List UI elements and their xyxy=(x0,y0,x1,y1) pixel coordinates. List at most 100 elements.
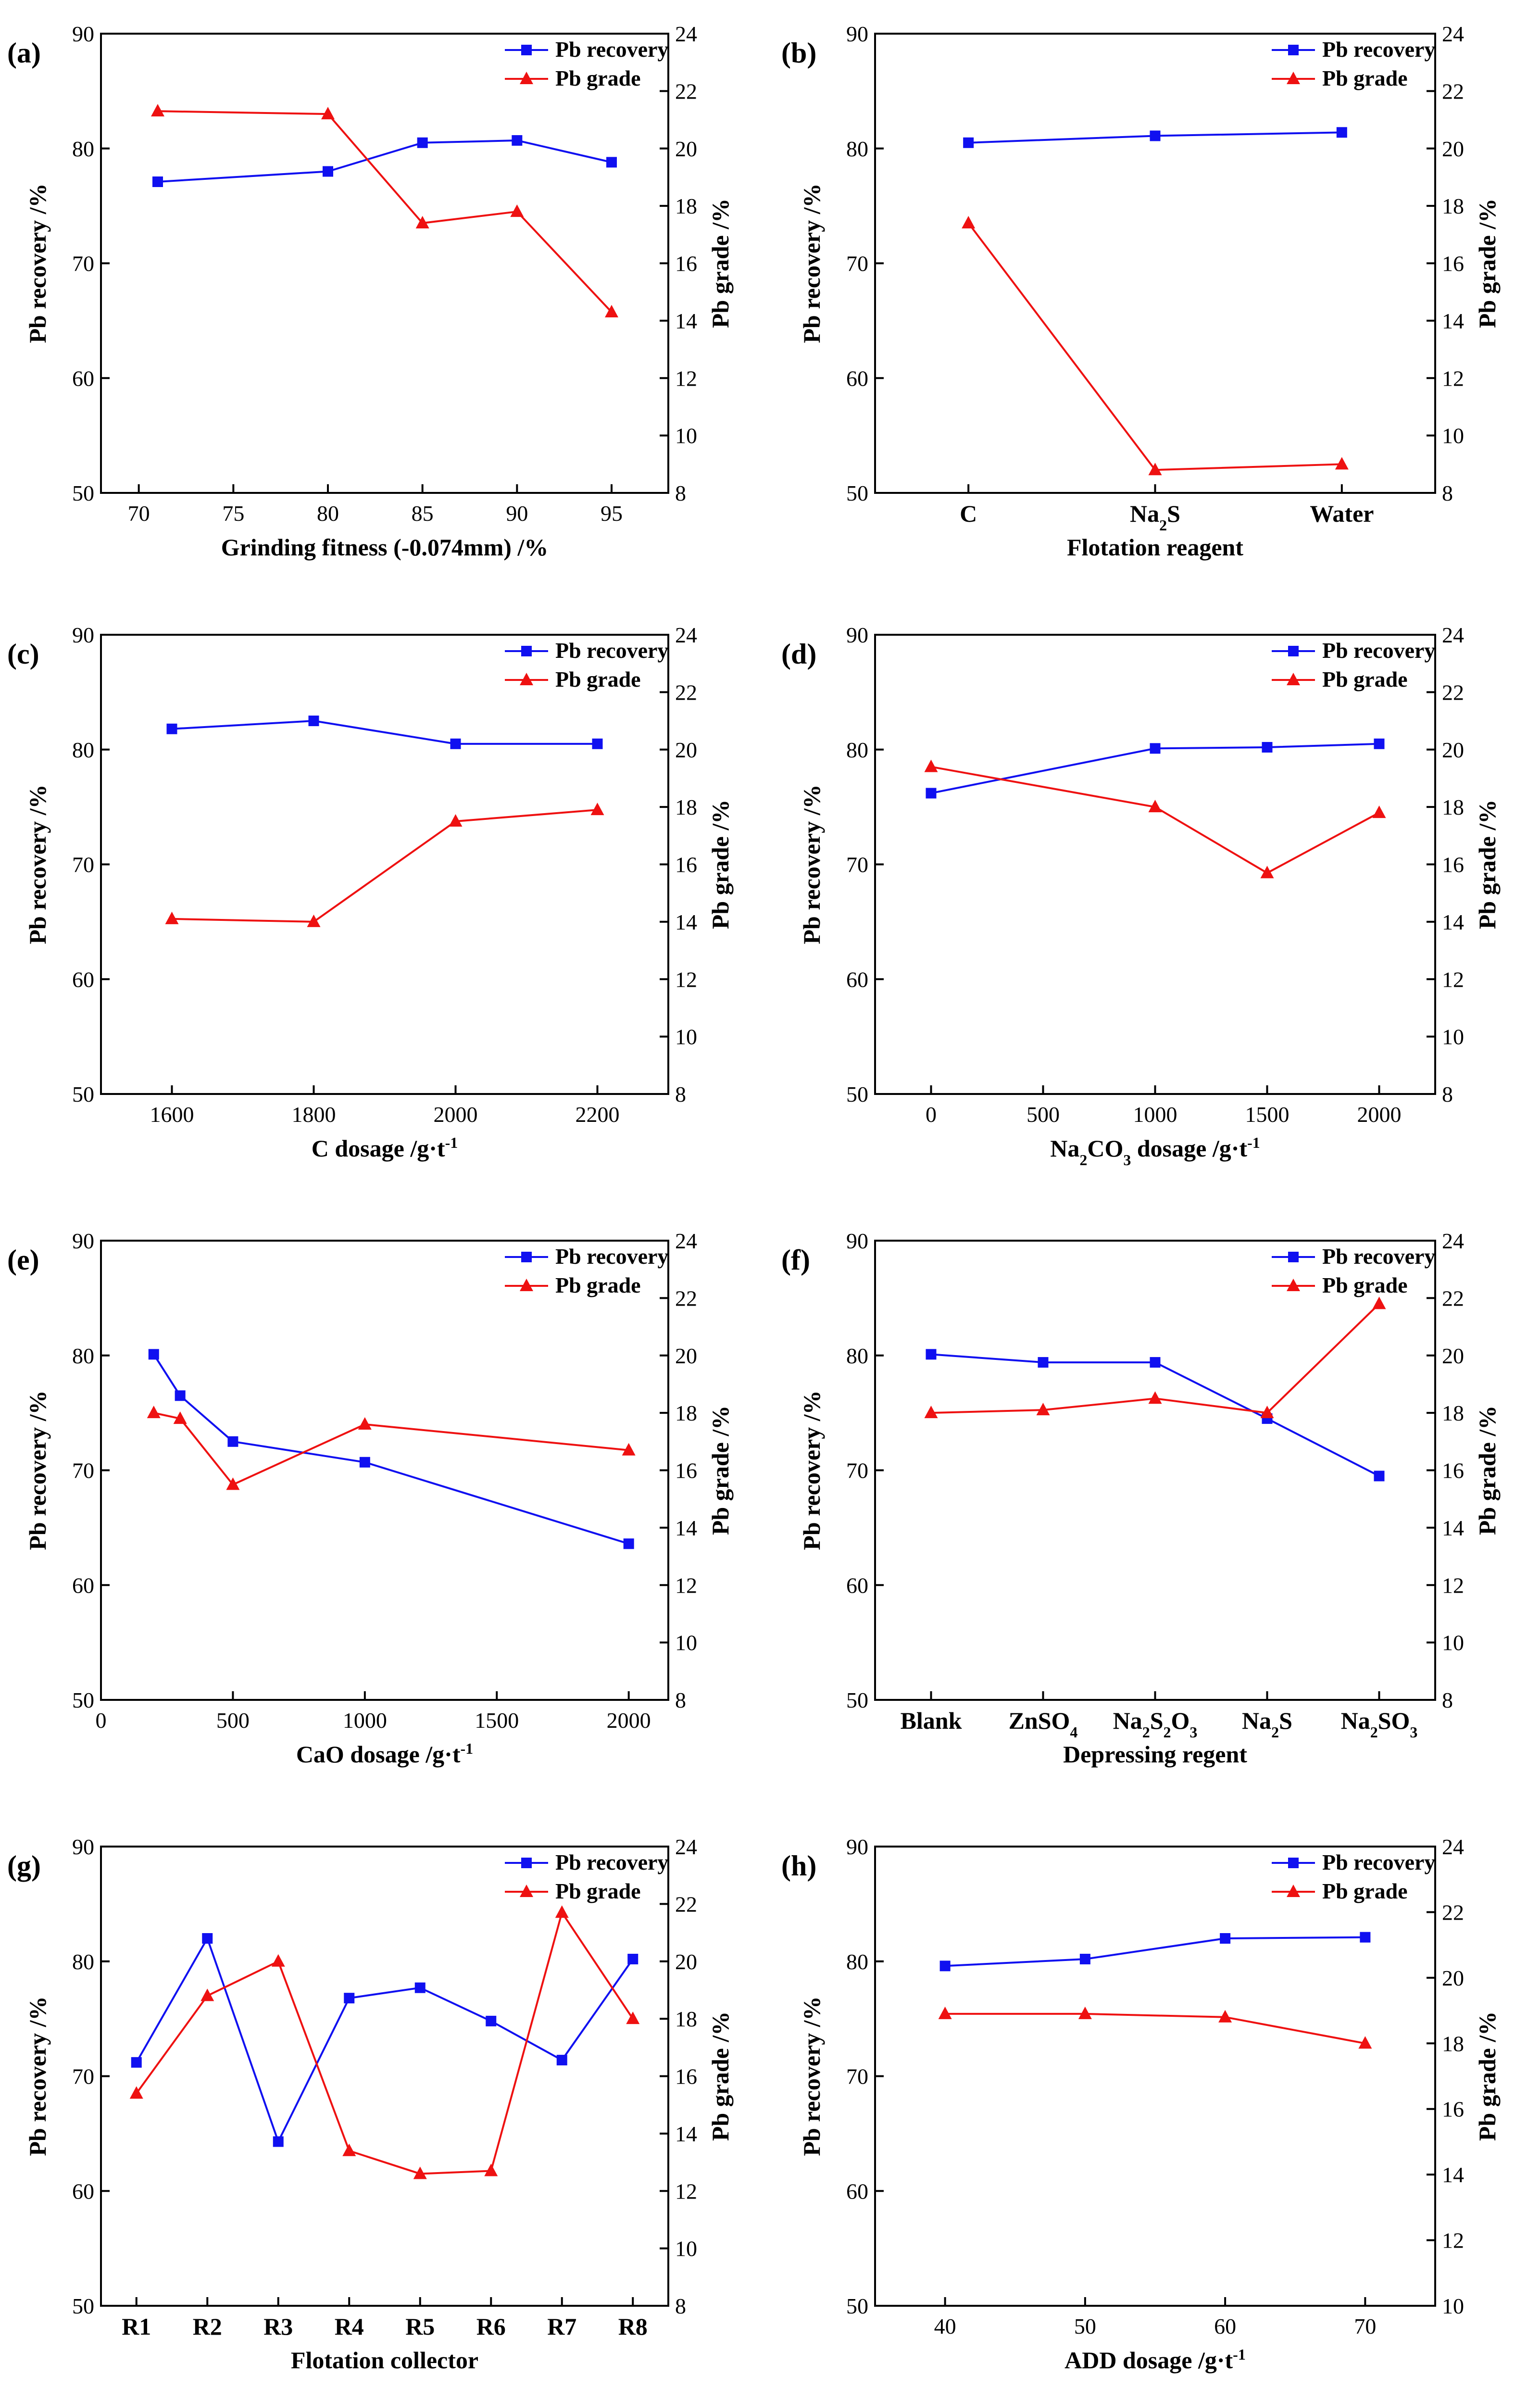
series-line-recovery xyxy=(136,1936,634,2144)
y-tick-label: 80 xyxy=(72,1949,94,1974)
data-point-recovery xyxy=(592,738,603,749)
legend-marker-grade xyxy=(520,1279,533,1291)
series-line-grade xyxy=(157,110,613,313)
y2-tick-label: 18 xyxy=(1442,194,1464,218)
y2-tick-label: 16 xyxy=(675,853,697,877)
y2-tick-label: 24 xyxy=(675,623,697,647)
y2-axis-title: Pb grade /% xyxy=(1474,2011,1501,2141)
data-point-grade xyxy=(510,204,524,217)
legend-marker-recovery xyxy=(521,45,532,55)
x-tick-label: C xyxy=(960,500,977,527)
data-point-grade xyxy=(1260,866,1274,879)
y-axis-title: Pb recovery /% xyxy=(24,183,51,343)
y2-tick-label: 10 xyxy=(675,424,697,448)
data-point-recovery xyxy=(627,1953,639,1964)
y2-tick-label: 22 xyxy=(1442,79,1464,103)
data-point-recovery xyxy=(1150,130,1161,141)
legend: Pb recovery Pb grade xyxy=(1272,638,1435,691)
x-tick-label: Na2SO3 xyxy=(1341,1707,1418,1741)
x-tick-label: 40 xyxy=(934,2314,956,2338)
y-tick-label: 90 xyxy=(846,623,868,647)
data-point-recovery xyxy=(417,137,428,148)
y2-tick-label: 20 xyxy=(675,738,697,762)
y2-tick-label: 14 xyxy=(1442,1516,1464,1540)
y-tick-label: 50 xyxy=(846,1082,868,1106)
legend-marker-recovery xyxy=(521,1858,532,1868)
x-tick-label: R3 xyxy=(263,2313,293,2340)
data-point-recovery xyxy=(148,1349,159,1360)
x-tick-label: Water xyxy=(1310,500,1374,527)
x-tick-label: Na2S xyxy=(1130,500,1180,534)
x-tick-label: 1800 xyxy=(292,1102,336,1127)
y2-tick-label: 20 xyxy=(675,1949,697,1974)
y-tick-label: 80 xyxy=(846,1344,868,1368)
y2-tick-label: 12 xyxy=(1442,366,1464,390)
x-tick-label: 70 xyxy=(128,501,150,526)
y2-tick-label: 24 xyxy=(1442,1229,1464,1253)
y2-axis-title: Pb grade /% xyxy=(707,1406,734,1535)
data-point-grade xyxy=(590,803,604,816)
panel-label: (c) xyxy=(7,638,39,670)
y-tick-label: 60 xyxy=(846,967,868,992)
data-point-grade xyxy=(924,759,938,772)
legend-label-recovery: Pb recovery xyxy=(1322,37,1435,62)
panel-label: (h) xyxy=(781,1850,816,1882)
series-line-grade xyxy=(967,222,1342,471)
y-tick-label: 70 xyxy=(846,251,868,276)
plot-frame xyxy=(100,33,669,494)
data-point-recovery xyxy=(152,176,163,187)
legend: Pb recovery Pb grade xyxy=(1272,1850,1435,1903)
chart-panel-c: 50 60 70 80 90 8 10 12 14 16 18 20 22 24 1600 1800 2000 2… xyxy=(7,623,734,1162)
chart-panel-g: 50 60 70 80 90 8 10 12 14 16 18 20 22 24 R1 R2 R3 R4 R5 R6 R… xyxy=(7,1835,734,2374)
data-point-recovery xyxy=(202,1933,213,1944)
y2-tick-label: 24 xyxy=(1442,623,1464,647)
y2-tick-label: 14 xyxy=(1442,309,1464,333)
legend-label-grade: Pb grade xyxy=(1322,1273,1408,1297)
data-point-recovery xyxy=(227,1436,238,1447)
data-point-grade xyxy=(484,2163,498,2176)
legend-label-recovery: Pb recovery xyxy=(555,1850,668,1874)
x-tick-label: 95 xyxy=(601,501,623,526)
x-tick-label: 2200 xyxy=(576,1102,620,1127)
y-tick-label: 50 xyxy=(846,2294,868,2318)
y2-tick-label: 14 xyxy=(675,910,697,934)
y2-axis-title: Pb grade /% xyxy=(707,800,734,929)
y-axis-title: Pb recovery /% xyxy=(798,1390,825,1550)
y2-tick-label: 12 xyxy=(1442,967,1464,992)
y-tick-label: 90 xyxy=(72,22,94,46)
y-tick-label: 90 xyxy=(72,1229,94,1253)
x-tick-label: 2000 xyxy=(1357,1102,1402,1127)
legend-label-recovery: Pb recovery xyxy=(1322,1244,1435,1269)
y2-axis-title: Pb grade /% xyxy=(1474,800,1501,929)
y-tick-label: 60 xyxy=(72,967,94,992)
y-tick-label: 50 xyxy=(846,481,868,505)
data-point-recovery xyxy=(359,1457,370,1468)
legend: Pb recovery Pb grade xyxy=(505,37,668,90)
legend-marker-recovery xyxy=(1288,1252,1299,1262)
y2-tick-label: 20 xyxy=(675,1344,697,1368)
x-tick-label: 50 xyxy=(1074,2314,1096,2338)
legend-label-recovery: Pb recovery xyxy=(555,638,668,663)
x-tick-label: 500 xyxy=(216,1708,250,1733)
y2-tick-label: 14 xyxy=(675,309,697,333)
data-point-grade xyxy=(449,814,463,827)
y-tick-label: 60 xyxy=(72,2179,94,2203)
y2-tick-label: 10 xyxy=(675,2237,697,2261)
data-point-recovery xyxy=(939,1961,951,1972)
x-tick-label: 1500 xyxy=(475,1708,519,1733)
y-axis-title: Pb recovery /% xyxy=(24,784,51,944)
series-line-recovery xyxy=(172,720,598,745)
y2-tick-label: 16 xyxy=(1442,2097,1464,2122)
y-axis-title: Pb recovery /% xyxy=(798,183,825,343)
x-tick-label: R7 xyxy=(547,2313,576,2340)
y2-tick-label: 14 xyxy=(675,1516,697,1540)
y2-axis-title: Pb grade /% xyxy=(707,2011,734,2141)
data-point-grade xyxy=(1078,2006,1092,2019)
y-tick-label: 70 xyxy=(72,2064,94,2089)
chart-panel-a: 50 60 70 80 90 8 10 12 14 16 18 20 22 24 70 75 80 85 90 95 G… xyxy=(7,22,734,561)
data-point-recovery xyxy=(273,2136,284,2147)
legend-marker-recovery xyxy=(1288,45,1299,55)
data-point-grade xyxy=(626,2011,640,2024)
y2-tick-label: 12 xyxy=(675,2179,697,2203)
y-tick-label: 70 xyxy=(846,2064,868,2089)
